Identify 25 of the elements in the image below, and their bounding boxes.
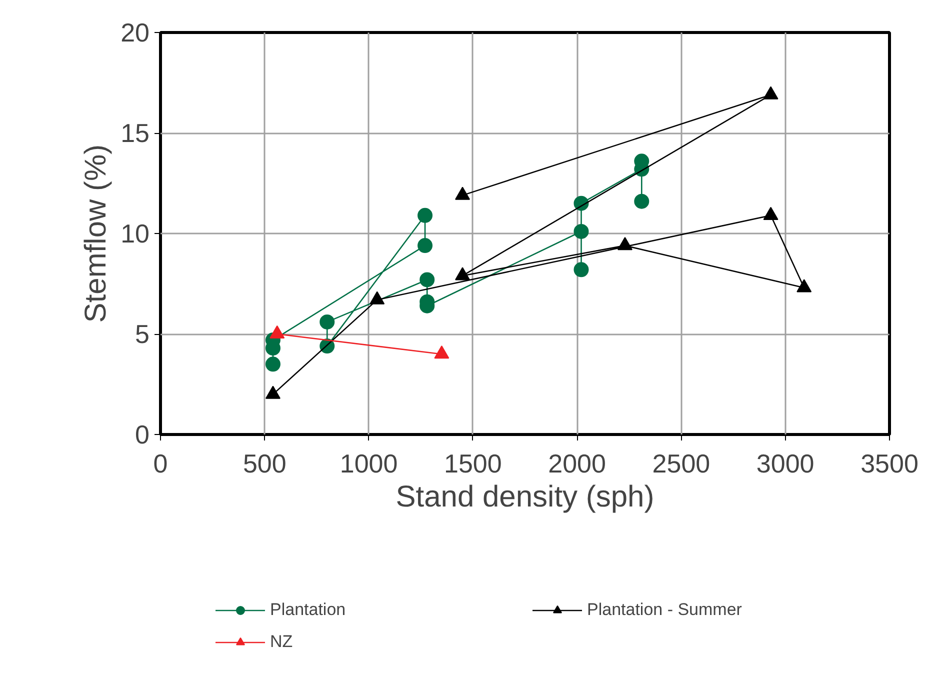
legend-label: NZ <box>270 632 294 652</box>
x-tick-label: 3000 <box>756 448 814 478</box>
y-tick-label: 5 <box>135 319 150 349</box>
point <box>574 224 589 239</box>
legend-label: Plantation - Summer <box>587 600 743 620</box>
point <box>265 356 280 372</box>
point <box>418 208 433 223</box>
x-tick-label: 2500 <box>652 448 710 478</box>
x-tick-label: 1500 <box>444 448 502 478</box>
x-tick-label: 2000 <box>548 448 606 478</box>
y-tick-label: 15 <box>120 118 150 148</box>
point <box>418 238 433 254</box>
x-tick-label: 3500 <box>860 448 918 478</box>
x-tick-label: 500 <box>242 448 286 478</box>
point <box>320 314 335 330</box>
point <box>420 272 435 288</box>
y-tick-label: 20 <box>120 18 150 48</box>
point <box>634 194 650 209</box>
x-axis-title: Stand density (sph) <box>396 480 654 514</box>
point <box>574 262 589 278</box>
y-tick-label: 0 <box>135 420 150 450</box>
legend-label: Plantation <box>270 600 347 620</box>
y-axis-title: Stemflow (%) <box>80 144 113 323</box>
y-tick-label: 10 <box>120 218 150 248</box>
x-tick-label: 1000 <box>340 448 398 478</box>
